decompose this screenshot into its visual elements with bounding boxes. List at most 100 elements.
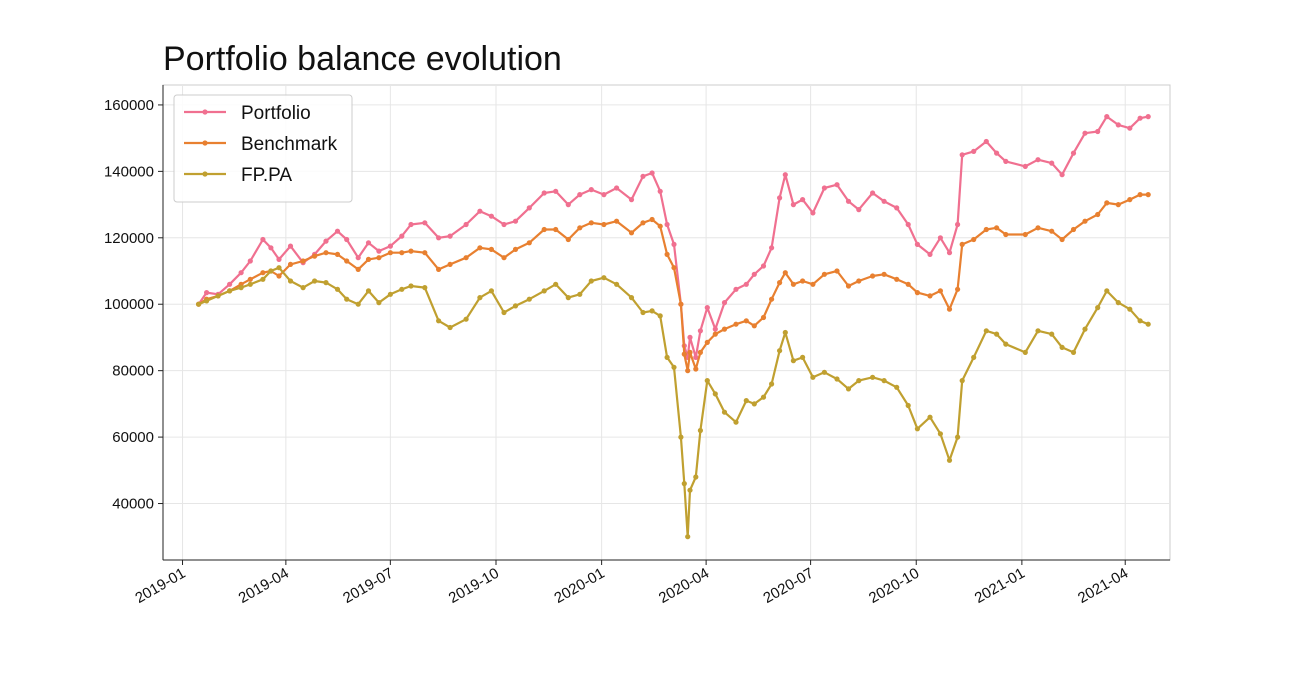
- data-point: [387, 291, 393, 297]
- data-point: [782, 329, 788, 336]
- data-point: [526, 205, 532, 211]
- data-point: [790, 358, 797, 364]
- data-point: [927, 251, 933, 257]
- data-point: [588, 187, 594, 193]
- data-point: [1104, 288, 1110, 294]
- data-point: [268, 245, 274, 251]
- data-point: [553, 226, 559, 233]
- y-tick-label: 140000: [104, 163, 154, 180]
- data-point: [260, 270, 266, 276]
- data-point: [994, 150, 1000, 156]
- data-point: [614, 218, 620, 224]
- data-point: [856, 278, 862, 284]
- data-point: [834, 182, 840, 188]
- data-point: [959, 378, 965, 384]
- x-tick-label: 2020-01: [551, 565, 607, 607]
- data-point: [344, 296, 350, 302]
- data-point: [1082, 326, 1088, 332]
- data-point: [777, 348, 783, 354]
- data-point: [628, 230, 635, 236]
- data-point: [399, 250, 405, 256]
- data-point: [1059, 344, 1065, 350]
- data-point: [422, 250, 428, 256]
- data-point: [712, 391, 718, 397]
- data-point: [501, 221, 507, 228]
- data-point: [712, 331, 718, 337]
- data-point: [743, 281, 749, 287]
- data-point: [751, 323, 757, 329]
- data-point: [408, 221, 414, 228]
- data-point: [733, 321, 739, 327]
- data-point: [1082, 130, 1088, 136]
- data-point: [399, 233, 405, 239]
- data-point: [657, 313, 663, 319]
- data-point: [204, 298, 210, 304]
- data-point: [463, 221, 469, 228]
- series-line: [198, 266, 1149, 538]
- data-point: [1115, 122, 1121, 128]
- data-point: [1127, 306, 1133, 312]
- data-point: [937, 288, 944, 294]
- y-tick-label: 40000: [112, 496, 154, 513]
- x-tick-label: 2021-04: [1075, 565, 1131, 607]
- data-point: [1059, 172, 1065, 178]
- x-tick-label: 2019-07: [340, 565, 396, 607]
- data-point: [1104, 200, 1110, 206]
- data-point: [769, 245, 775, 251]
- data-point: [946, 306, 953, 312]
- data-point: [693, 366, 699, 372]
- data-point: [334, 286, 341, 292]
- data-point: [1115, 202, 1121, 208]
- data-point: [436, 318, 442, 324]
- data-point: [845, 198, 852, 204]
- data-point: [751, 271, 757, 277]
- data-point: [501, 255, 507, 261]
- data-point: [577, 192, 583, 198]
- chart-title: Portfolio balance evolution: [163, 40, 562, 78]
- data-point: [777, 280, 783, 286]
- data-point: [905, 402, 911, 409]
- data-point: [971, 236, 977, 243]
- data-point: [881, 378, 887, 384]
- data-point: [344, 236, 350, 243]
- data-point: [227, 288, 233, 294]
- data-point: [247, 276, 253, 282]
- data-point: [477, 208, 483, 214]
- data-point: [881, 198, 887, 204]
- data-point: [800, 278, 806, 284]
- data-point: [1095, 128, 1101, 135]
- data-point: [777, 195, 783, 201]
- data-point: [355, 301, 361, 307]
- data-point: [1035, 225, 1041, 231]
- data-point: [488, 213, 494, 219]
- data-point: [247, 281, 253, 287]
- data-point: [577, 291, 583, 297]
- data-point: [845, 386, 852, 392]
- data-point: [447, 261, 453, 267]
- data-point: [800, 354, 806, 360]
- data-point: [914, 241, 921, 247]
- data-point: [1059, 236, 1065, 243]
- data-point: [628, 295, 635, 301]
- data-point: [323, 250, 329, 256]
- series-portfolio: [196, 114, 1151, 360]
- data-point: [614, 281, 620, 287]
- data-point: [881, 271, 887, 277]
- data-point: [1145, 114, 1151, 120]
- data-point: [422, 220, 428, 226]
- data-point: [927, 293, 933, 299]
- data-point: [601, 192, 607, 198]
- data-point: [782, 270, 788, 276]
- data-point: [649, 308, 655, 314]
- data-point: [376, 300, 382, 306]
- data-point: [640, 220, 646, 226]
- data-point: [894, 384, 900, 390]
- data-point: [946, 457, 953, 463]
- data-point: [204, 290, 210, 296]
- data-point: [1035, 157, 1041, 163]
- data-point: [376, 248, 382, 254]
- legend-marker: [202, 109, 208, 115]
- legend-label: FP.PA: [241, 165, 292, 186]
- data-point: [971, 148, 977, 154]
